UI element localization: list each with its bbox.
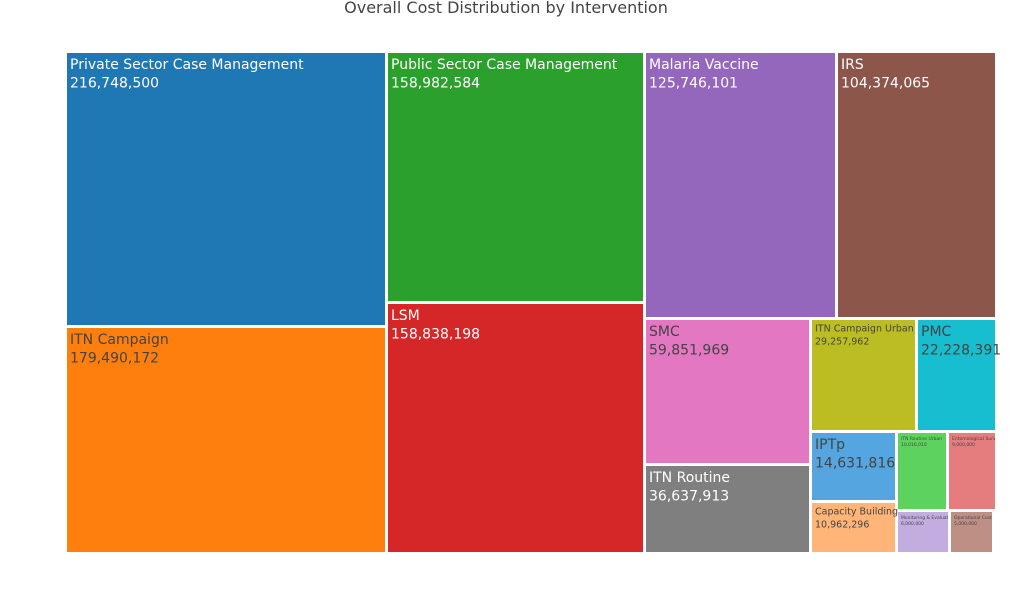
tile-rect-itnr[interactable]: [646, 466, 809, 552]
tile-rect-pscm[interactable]: [67, 53, 385, 325]
tile-value-irs: 104,374,065: [841, 76, 930, 92]
tile-itnc[interactable]: ITN Campaign 179,490,172: [67, 328, 385, 552]
tile-label-pubscm: Public Sector Case Management: [391, 57, 618, 73]
tile-label-pmc: PMC: [921, 324, 952, 340]
tile-iptp[interactable]: IPTp 14,631,816: [812, 433, 895, 500]
tile-value-itnr: 36,637,913: [649, 489, 729, 505]
tile-pubscm[interactable]: Public Sector Case Management 158,982,584: [388, 53, 643, 301]
tile-rect-cap[interactable]: [812, 503, 895, 552]
tile-rect-ops[interactable]: [951, 512, 992, 552]
tile-value-lsm: 158,838,198: [391, 327, 480, 343]
tile-label-cap: Capacity Building: [815, 507, 898, 518]
tile-rect-iptp[interactable]: [812, 433, 895, 500]
tile-value-cap: 10,962,296: [815, 519, 869, 530]
tile-rect-me[interactable]: [898, 512, 948, 552]
tile-label-itnru: ITN Routine Urban: [901, 436, 942, 442]
tile-value-itncu: 29,257,962: [815, 336, 869, 347]
tile-label-iptp: IPTp: [815, 437, 845, 453]
tile-value-pmc: 22,228,391: [921, 343, 1001, 359]
tile-label-lsm: LSM: [391, 308, 420, 324]
tile-rect-smc[interactable]: [646, 320, 809, 463]
tile-rect-pubscm[interactable]: [388, 53, 643, 301]
tile-value-entomo: 9,000,000: [952, 442, 975, 448]
tile-label-irs: IRS: [841, 57, 864, 73]
tile-rect-itncu[interactable]: [812, 320, 915, 430]
tile-irs[interactable]: IRS 104,374,065: [838, 53, 995, 317]
tile-value-pubscm: 158,982,584: [391, 76, 480, 92]
tile-rect-pmc[interactable]: [918, 320, 995, 430]
tile-rect-vaccine[interactable]: [646, 53, 835, 317]
tile-label-entomo: Entomological Surveillance: [952, 436, 1012, 442]
tile-label-itncu: ITN Campaign Urban: [815, 324, 914, 335]
tile-label-vaccine: Malaria Vaccine: [649, 57, 759, 73]
tile-label-smc: SMC: [649, 324, 680, 340]
tile-lsm[interactable]: LSM 158,838,198: [388, 304, 643, 552]
tile-rect-itnru[interactable]: [898, 433, 946, 509]
tile-value-smc: 59,851,969: [649, 343, 729, 359]
tile-value-pscm: 216,748,500: [70, 76, 159, 92]
tile-smc[interactable]: SMC 59,851,969: [646, 320, 809, 463]
tile-pscm[interactable]: Private Sector Case Management 216,748,50…: [67, 53, 385, 325]
tile-label-itnc: ITN Campaign: [70, 332, 169, 348]
tile-value-vaccine: 125,746,101: [649, 76, 738, 92]
tile-rect-entomo[interactable]: [949, 433, 995, 509]
tile-value-iptp: 14,631,816: [815, 456, 895, 472]
tile-pmc[interactable]: PMC 22,228,391: [918, 320, 1001, 430]
chart-title: Overall Cost Distribution by Interventio…: [344, 0, 668, 17]
tile-value-ops: 5,000,000: [954, 521, 977, 527]
tile-label-ops: Operational Costs: [954, 515, 995, 521]
tile-value-itnru: 10,016,010: [901, 442, 927, 448]
tile-rect-lsm[interactable]: [388, 304, 643, 552]
tile-vaccine[interactable]: Malaria Vaccine 125,746,101: [646, 53, 835, 317]
tile-label-me: Monitoring & Evaluation: [901, 515, 955, 521]
tile-label-itnr: ITN Routine: [649, 470, 730, 486]
tile-rect-itnc[interactable]: [67, 328, 385, 552]
tile-value-itnc: 179,490,172: [70, 351, 159, 367]
tile-value-me: 6,000,000: [901, 521, 924, 527]
tile-itnr[interactable]: ITN Routine 36,637,913: [646, 466, 809, 552]
tile-rect-irs[interactable]: [838, 53, 995, 317]
tile-label-pscm: Private Sector Case Management: [70, 57, 304, 73]
